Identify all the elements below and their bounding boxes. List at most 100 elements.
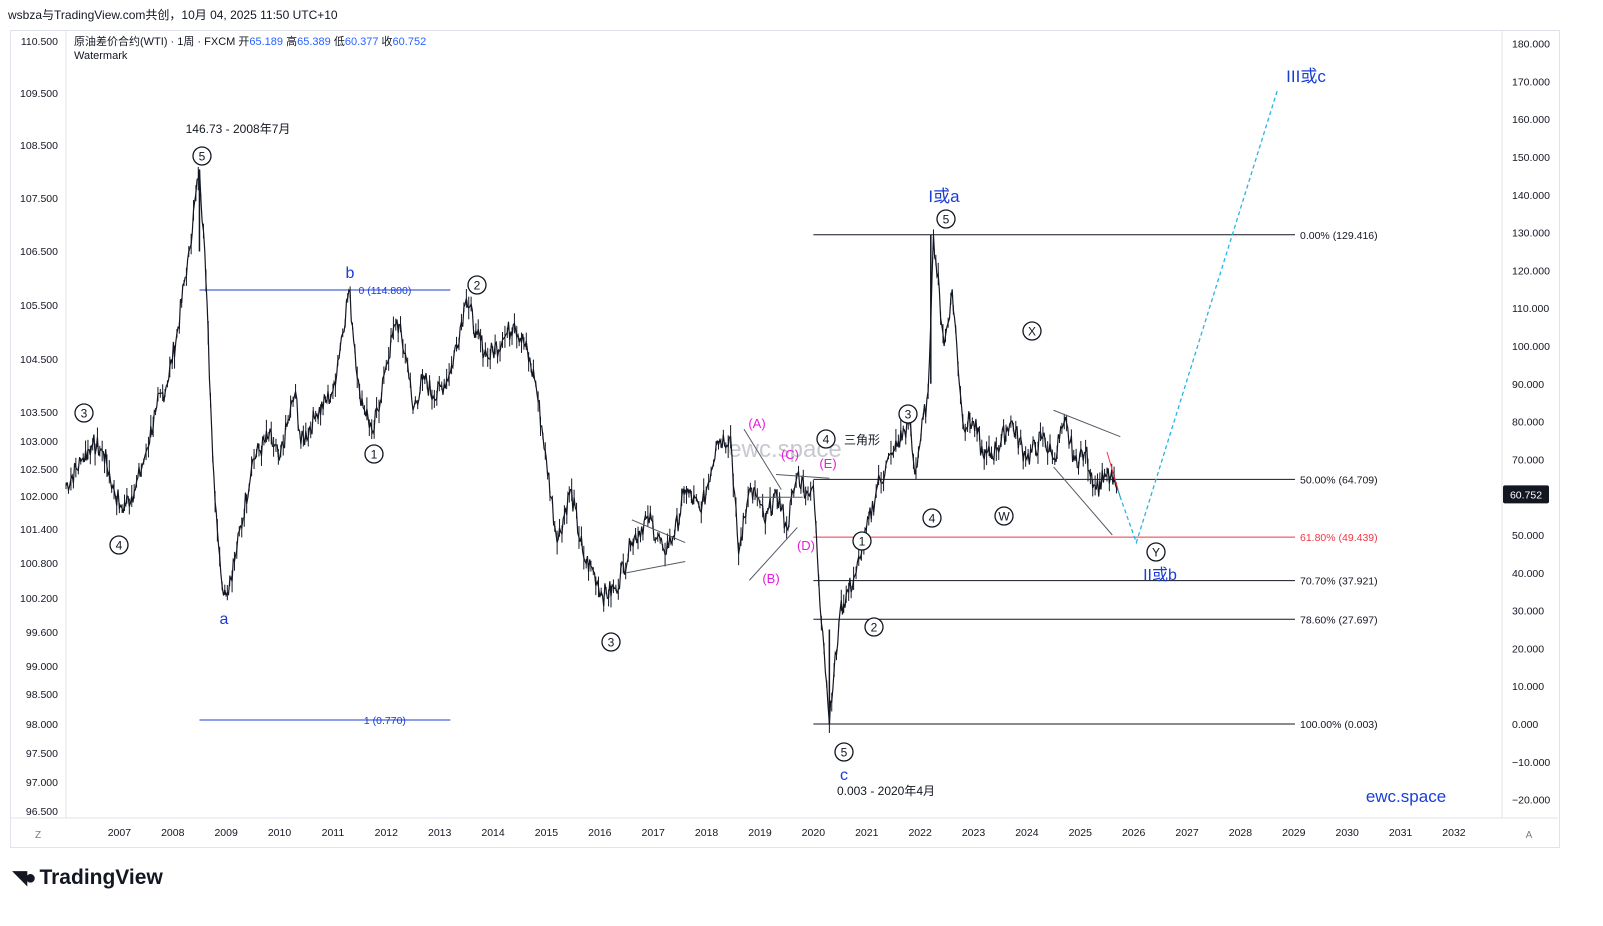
close-value: 60.752 [392, 36, 427, 48]
right-axis-tick: 120.000 [1512, 265, 1550, 277]
wave-I-a-label: I或a [928, 187, 960, 206]
wave-5-2022: 5 [943, 213, 950, 227]
trend-line [1053, 409, 1121, 438]
wave-3-2021-circle [898, 404, 918, 424]
x-axis-tick: 2023 [962, 827, 986, 839]
brand-name: TradingView [39, 865, 163, 889]
close-label: 收 [381, 36, 393, 48]
trend-line [775, 474, 830, 479]
high-label: 高 [286, 36, 298, 48]
wave-D-label: (D) [797, 538, 815, 553]
open-value: 65.189 [249, 36, 284, 48]
left-axis-tick: 96.500 [26, 806, 58, 818]
wave-III-c-label: III或c [1286, 67, 1326, 86]
fib-level-label: 78.60% (27.697) [1300, 614, 1378, 626]
projection-path [1117, 88, 1279, 545]
right-axis-tick: 0.000 [1512, 719, 1538, 731]
right-axis-tick: 110.000 [1512, 303, 1549, 315]
share-caption: wsbza与TradingView.com共创，10月 04, 2025 11:… [8, 8, 338, 22]
chart-frame[interactable] [10, 30, 1560, 848]
high-value: 65.389 [297, 36, 331, 48]
tradingview-brand[interactable]: ◥● TradingView [12, 865, 163, 890]
right-axis-tick: 180.000 [1512, 39, 1550, 51]
fib-level-label: 100.00% (0.003) [1300, 719, 1378, 731]
left-axis-tick: 99.600 [26, 627, 58, 639]
fib-level-label: 50.00% (64.709) [1300, 474, 1378, 486]
trend-line [1053, 466, 1113, 536]
site-watermark: ewc.space [1366, 787, 1446, 806]
wave-II-b-label: II或b [1143, 566, 1177, 584]
a-axis-button: A [1526, 830, 1533, 841]
x-axis-tick: 2028 [1229, 827, 1253, 839]
x-axis-tick: 2017 [642, 827, 666, 839]
x-axis-tick: 2014 [481, 827, 505, 839]
right-axis-tick: 30.000 [1512, 606, 1544, 618]
x-axis-tick: 2024 [1015, 827, 1039, 839]
fib-level-label: 0.00% (129.416) [1300, 230, 1378, 242]
wave-5-2020-circle [834, 742, 854, 762]
wave-A-label: (A) [748, 416, 765, 431]
x-axis-tick: 2016 [588, 827, 612, 839]
fib-level-label: 61.80% (49.439) [1300, 532, 1378, 544]
right-axis-tick: 20.000 [1512, 643, 1544, 655]
old-fib-label: 0 (114.800) [358, 285, 411, 297]
right-axis-tick: 90.000 [1512, 379, 1544, 391]
x-axis-tick: 2029 [1282, 827, 1306, 839]
left-axis-tick: 97.500 [26, 748, 58, 760]
trend-line [748, 527, 798, 581]
left-axis-tick: 105.500 [20, 300, 58, 312]
left-axis-tick: 110.500 [21, 36, 58, 48]
peak-2008-label: 146.73 - 2008年7月 [186, 122, 291, 136]
wave-B-label: (B) [762, 571, 779, 586]
left-axis-tick: 100.800 [20, 558, 58, 570]
right-axis-tick: 10.000 [1512, 681, 1544, 693]
low-2020-label: 0.003 - 2020年4月 [837, 784, 935, 798]
trend-line [631, 519, 686, 544]
triangle-label: 三角形 [844, 433, 880, 447]
wave-E-label: (E) [819, 456, 836, 471]
wave-c-label: c [840, 767, 848, 784]
right-axis-tick: 150.000 [1512, 152, 1550, 164]
open-label: 开 [238, 36, 250, 48]
wave-4-2022: 4 [929, 512, 936, 526]
right-axis-tick: 130.000 [1512, 228, 1550, 240]
wave-4-2020-circle [816, 429, 836, 449]
wave-4-2022-circle [922, 508, 942, 528]
right-axis-tick: 70.000 [1512, 454, 1544, 466]
left-axis-tick: 99.000 [26, 661, 58, 673]
right-axis-tick: 170.000 [1512, 76, 1550, 88]
wave-X-circle [1022, 321, 1042, 341]
left-axis-tick: 101.400 [20, 524, 58, 536]
wave-4-2007-circle [109, 535, 129, 555]
x-axis-tick: 2019 [748, 827, 772, 839]
left-axis-tick: 103.500 [20, 407, 58, 419]
low-label: 低 [333, 36, 345, 48]
tradingview-logo-icon: ◥● [12, 867, 37, 889]
left-axis-tick: 107.500 [20, 193, 58, 205]
x-axis-tick: 2012 [375, 827, 399, 839]
left-axis-tick: 102.000 [20, 491, 58, 503]
right-axis-tick: 100.000 [1512, 341, 1550, 353]
z-axis-button: Z [35, 830, 41, 841]
wave-3-2007: 3 [81, 407, 88, 421]
wave-5-2020: 5 [841, 746, 848, 760]
fib-level-label: 70.70% (37.921) [1300, 576, 1378, 588]
x-axis-tick: 2031 [1389, 827, 1413, 839]
symbol-info: 原油差价合约(WTI) · 1周 · FXCM 开65.189 高65.389 … [74, 33, 426, 49]
trend-line [743, 428, 782, 490]
x-axis-tick: 2022 [908, 827, 932, 839]
right-axis-tick: −20.000 [1512, 795, 1550, 807]
right-axis-tick: 40.000 [1512, 568, 1544, 580]
wave-2-2013: 2 [474, 279, 481, 293]
x-axis-tick: 2020 [802, 827, 826, 839]
left-axis-tick: 104.500 [20, 354, 58, 366]
current-price-label: 60.752 [1510, 489, 1542, 501]
wave-4-2020: 4 [823, 433, 830, 447]
right-axis-tick: 50.000 [1512, 530, 1544, 542]
x-axis-tick: 2011 [322, 827, 345, 839]
right-axis-tick: −10.000 [1512, 757, 1550, 769]
wave-3-2016: 3 [608, 636, 615, 650]
wave-2-2013-circle [467, 275, 487, 295]
x-axis-tick: 2032 [1442, 827, 1466, 839]
